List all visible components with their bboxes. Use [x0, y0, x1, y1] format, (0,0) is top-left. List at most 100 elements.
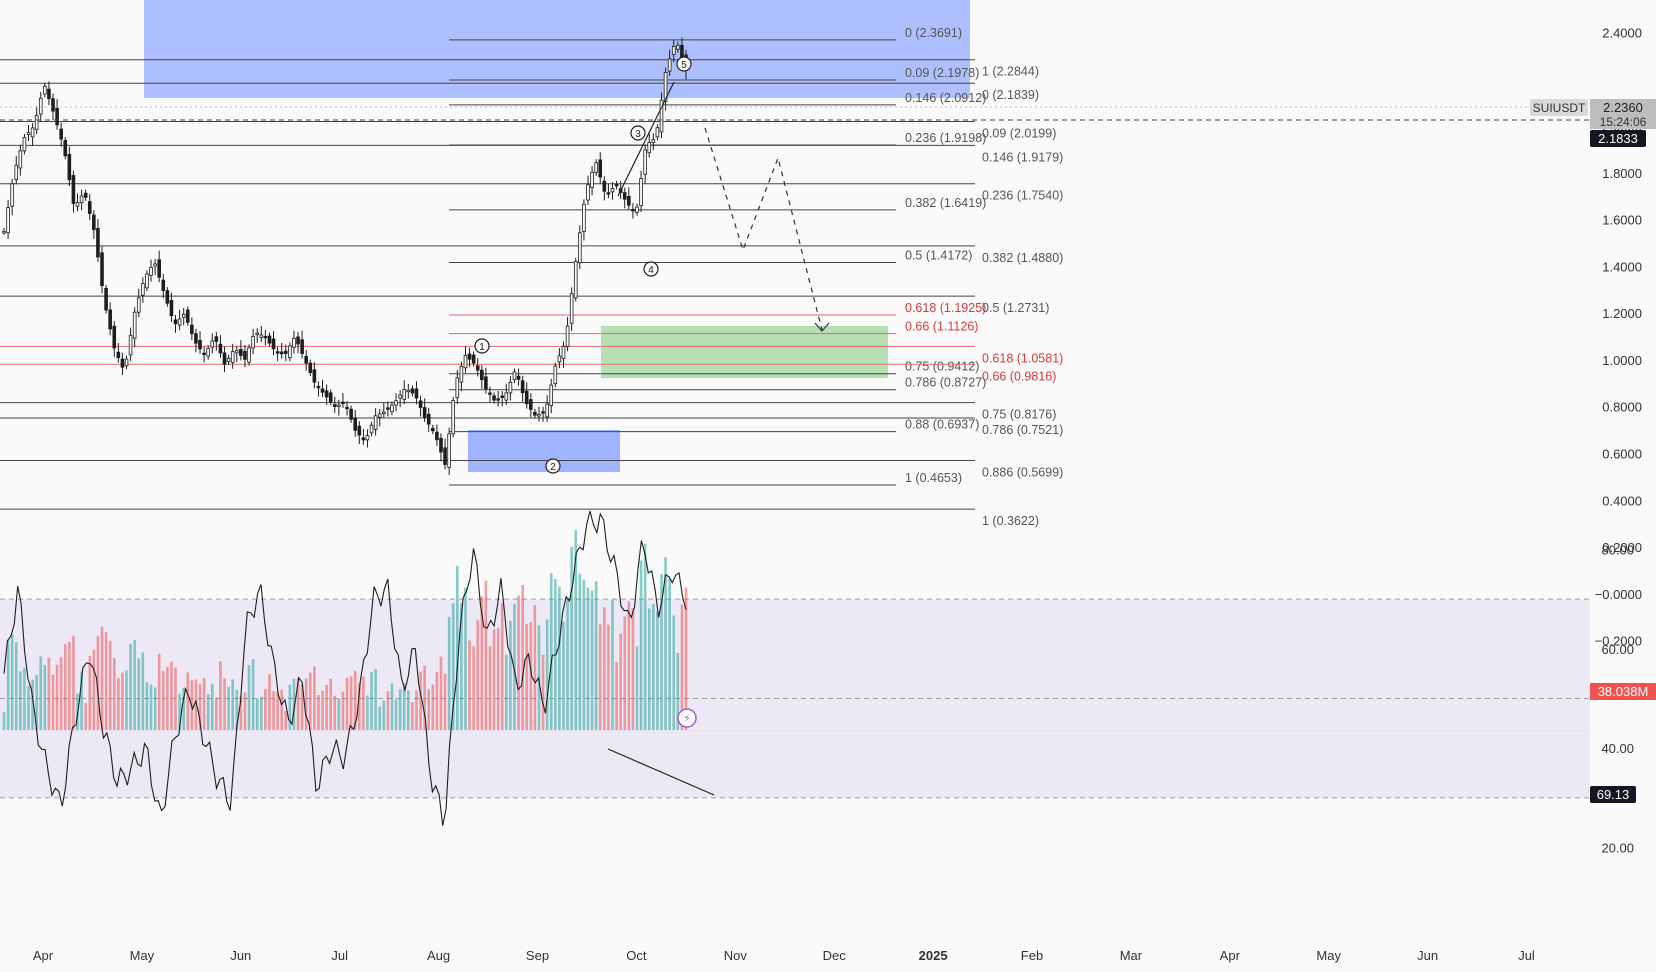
candle-body[interactable]	[100, 252, 104, 286]
candle-body[interactable]	[226, 357, 231, 362]
candle-body[interactable]	[627, 196, 631, 206]
candle-body[interactable]	[345, 406, 349, 410]
candle-body[interactable]	[43, 85, 47, 95]
candle-body[interactable]	[671, 46, 676, 55]
wave-marker[interactable]	[545, 458, 561, 474]
candle-body[interactable]	[431, 427, 435, 432]
candle-body[interactable]	[132, 311, 137, 339]
candle-body[interactable]	[410, 388, 415, 394]
wave2-zone-blue[interactable]	[468, 430, 620, 472]
candle-body[interactable]	[390, 404, 394, 413]
candle-body[interactable]	[598, 159, 603, 178]
wave-marker[interactable]	[630, 125, 646, 141]
flash-icon[interactable]	[677, 708, 697, 728]
candle-body[interactable]	[71, 175, 76, 204]
candle-body[interactable]	[386, 407, 390, 410]
candle-body[interactable]	[108, 309, 112, 330]
candle-body[interactable]	[239, 348, 243, 356]
candle-body[interactable]	[271, 338, 276, 350]
candle-body[interactable]	[520, 380, 525, 394]
wave-marker[interactable]	[643, 261, 659, 277]
candle-body[interactable]	[120, 358, 125, 368]
candle-body[interactable]	[590, 171, 594, 188]
candle-body[interactable]	[300, 339, 304, 354]
candle-body[interactable]	[639, 178, 643, 207]
candle-body[interactable]	[676, 44, 680, 50]
candle-body[interactable]	[259, 334, 264, 338]
candle-body[interactable]	[165, 290, 170, 304]
candle-body[interactable]	[655, 127, 660, 138]
candle-body[interactable]	[67, 154, 72, 181]
candle-body[interactable]	[26, 132, 31, 136]
candle-body[interactable]	[275, 351, 280, 354]
candle-body[interactable]	[614, 183, 619, 187]
wave-marker[interactable]	[676, 56, 692, 72]
candle-body[interactable]	[47, 88, 51, 100]
candle-body[interactable]	[594, 162, 598, 173]
candle-body[interactable]	[635, 206, 639, 213]
candle-body[interactable]	[206, 348, 210, 357]
candle-body[interactable]	[104, 287, 108, 311]
candle-body[interactable]	[647, 142, 652, 154]
candle-body[interactable]	[455, 377, 460, 399]
candle-body[interactable]	[288, 345, 292, 359]
candle-body[interactable]	[332, 404, 337, 407]
candle-body[interactable]	[292, 337, 296, 348]
candle-body[interactable]	[463, 355, 468, 369]
candle-body[interactable]	[508, 382, 513, 394]
candle-body[interactable]	[79, 195, 84, 204]
candle-body[interactable]	[255, 332, 259, 335]
candle-body[interactable]	[680, 44, 684, 59]
candle-body[interactable]	[198, 340, 202, 350]
candle-body[interactable]	[173, 319, 178, 325]
candle-body[interactable]	[38, 97, 43, 115]
candle-body[interactable]	[87, 201, 92, 214]
projected-path[interactable]	[704, 127, 823, 331]
candle-body[interactable]	[279, 351, 284, 355]
candle-body[interactable]	[83, 192, 88, 198]
candle-body[interactable]	[55, 107, 59, 126]
candle-body[interactable]	[569, 293, 574, 324]
candle-body[interactable]	[610, 188, 615, 193]
candle-body[interactable]	[353, 417, 358, 431]
candle-body[interactable]	[651, 139, 656, 143]
candle-body[interactable]	[283, 350, 288, 354]
candle-body[interactable]	[169, 300, 174, 317]
rsi-divergence-line[interactable]	[607, 748, 715, 796]
candle-body[interactable]	[263, 335, 268, 339]
candle-body[interactable]	[447, 433, 451, 468]
candle-body[interactable]	[2, 230, 6, 234]
candle-body[interactable]	[475, 365, 480, 371]
candle-body[interactable]	[504, 392, 509, 401]
candle-body[interactable]	[365, 435, 370, 441]
candle-body[interactable]	[582, 203, 586, 232]
candle-body[interactable]	[22, 137, 27, 152]
candle-body[interactable]	[153, 263, 157, 267]
candle-body[interactable]	[586, 184, 590, 201]
candle-body[interactable]	[312, 369, 317, 383]
candle-body[interactable]	[402, 388, 407, 400]
candle-body[interactable]	[557, 355, 562, 363]
candle-body[interactable]	[565, 325, 570, 347]
candle-body[interactable]	[418, 400, 423, 408]
candle-body[interactable]	[337, 404, 341, 407]
candle-body[interactable]	[51, 98, 55, 112]
candle-body[interactable]	[92, 214, 96, 231]
candle-body[interactable]	[247, 347, 251, 363]
candle-body[interactable]	[316, 385, 321, 389]
candle-body[interactable]	[631, 209, 635, 212]
candle-body[interactable]	[394, 400, 398, 406]
candle-body[interactable]	[516, 375, 521, 380]
candle-body[interactable]	[549, 384, 554, 406]
candle-body[interactable]	[230, 351, 235, 363]
symbol-tag[interactable]	[1530, 99, 1588, 116]
candle-body[interactable]	[202, 352, 206, 356]
candle-body[interactable]	[320, 388, 325, 393]
candle-body[interactable]	[545, 403, 549, 418]
candle-body[interactable]	[214, 336, 219, 342]
candle-body[interactable]	[59, 128, 63, 140]
candle-body[interactable]	[537, 414, 541, 417]
candle-body[interactable]	[141, 283, 145, 296]
